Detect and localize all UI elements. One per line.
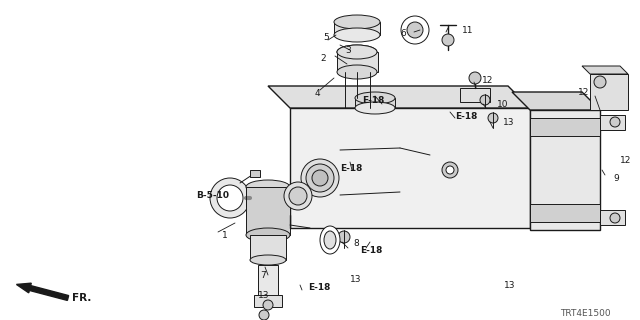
Ellipse shape [312, 170, 328, 186]
Text: 13: 13 [503, 117, 515, 126]
Circle shape [263, 300, 273, 310]
Bar [530, 118, 600, 136]
Polygon shape [512, 92, 600, 110]
Circle shape [446, 166, 454, 174]
Ellipse shape [334, 15, 380, 29]
Circle shape [610, 213, 620, 223]
Circle shape [259, 310, 269, 320]
Circle shape [442, 34, 454, 46]
Text: 8: 8 [353, 238, 359, 247]
Text: 11: 11 [462, 26, 474, 35]
Circle shape [407, 22, 423, 38]
Ellipse shape [355, 102, 395, 114]
Circle shape [210, 178, 250, 218]
Polygon shape [250, 235, 286, 260]
Circle shape [401, 16, 429, 44]
Ellipse shape [337, 45, 377, 59]
Text: 12: 12 [578, 87, 589, 97]
Text: E-18: E-18 [455, 111, 477, 121]
Ellipse shape [246, 228, 290, 242]
Circle shape [610, 117, 620, 127]
Polygon shape [268, 86, 530, 108]
Text: E-18: E-18 [308, 284, 330, 292]
Circle shape [594, 76, 606, 88]
Polygon shape [290, 108, 530, 228]
Ellipse shape [246, 180, 290, 194]
Ellipse shape [343, 47, 371, 57]
Text: B-5-10: B-5-10 [196, 190, 229, 199]
Ellipse shape [289, 187, 307, 205]
Text: 12: 12 [482, 76, 493, 84]
Ellipse shape [284, 182, 312, 210]
Text: FR.: FR. [72, 293, 92, 303]
FancyArrow shape [17, 283, 68, 300]
Text: 3: 3 [345, 45, 351, 54]
Text: 9: 9 [613, 173, 619, 182]
Text: E-18: E-18 [360, 245, 382, 254]
Circle shape [488, 113, 498, 123]
Text: TRT4E1500: TRT4E1500 [560, 308, 611, 317]
Circle shape [480, 95, 490, 105]
Bar [530, 204, 600, 222]
Circle shape [442, 162, 458, 178]
Text: 1: 1 [222, 230, 228, 239]
Circle shape [338, 231, 350, 243]
Circle shape [217, 185, 243, 211]
Text: 12: 12 [620, 156, 632, 164]
Ellipse shape [355, 92, 395, 104]
Polygon shape [530, 110, 600, 230]
Polygon shape [582, 66, 628, 74]
Polygon shape [460, 88, 490, 102]
Bar [254, 295, 282, 307]
Ellipse shape [337, 45, 377, 59]
Text: 10: 10 [497, 100, 509, 108]
Text: 2: 2 [320, 53, 326, 62]
Polygon shape [600, 210, 625, 225]
Polygon shape [590, 74, 628, 110]
Text: 4: 4 [315, 89, 321, 98]
Circle shape [469, 72, 481, 84]
Polygon shape [337, 52, 378, 72]
Ellipse shape [334, 28, 380, 42]
Ellipse shape [306, 164, 334, 192]
Polygon shape [355, 98, 395, 108]
Text: E-18: E-18 [340, 164, 362, 172]
Text: 7: 7 [260, 270, 266, 279]
Text: 13: 13 [504, 281, 515, 290]
Text: 6: 6 [400, 28, 406, 37]
Polygon shape [334, 22, 380, 35]
Text: 5: 5 [323, 33, 329, 42]
Ellipse shape [324, 231, 336, 249]
Polygon shape [246, 187, 290, 235]
Ellipse shape [320, 226, 340, 254]
Polygon shape [600, 115, 625, 130]
Text: E-18: E-18 [362, 95, 385, 105]
Text: 13: 13 [350, 276, 362, 284]
Bar [258, 265, 278, 300]
Text: 13: 13 [258, 291, 269, 300]
Bar [250, 170, 260, 177]
Ellipse shape [250, 255, 286, 265]
Ellipse shape [301, 159, 339, 197]
Ellipse shape [337, 65, 377, 79]
